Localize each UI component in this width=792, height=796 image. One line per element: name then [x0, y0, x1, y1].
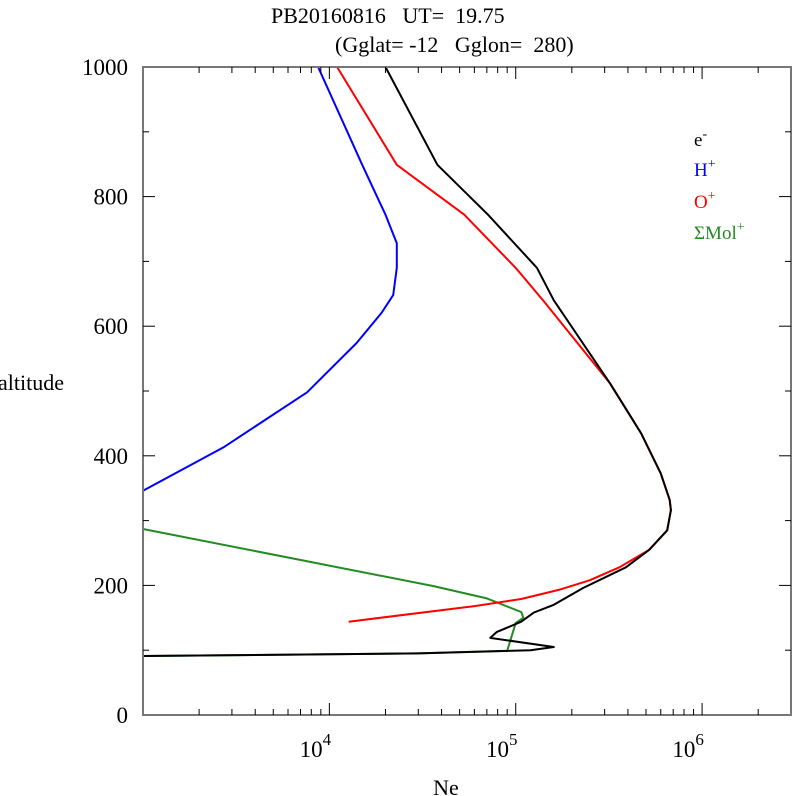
y-tick-label: 600	[94, 314, 129, 339]
series-line-e	[142, 66, 672, 657]
series-line-o	[336, 66, 672, 623]
legend-entry: ΣMol+	[694, 220, 745, 244]
x-tick-label: 106	[672, 730, 704, 762]
series-line-mol	[142, 528, 525, 657]
x-tick-labels: 104 105 106	[300, 730, 704, 762]
y-tick-label: 1000	[82, 55, 128, 80]
x-axis-label: Ne	[433, 775, 459, 796]
legend-entry: e-	[694, 127, 707, 151]
y-tick-label: 200	[94, 573, 129, 598]
y-axis-label: altitude	[0, 370, 64, 395]
series-layer	[142, 66, 672, 657]
legend: e- H+ O+ ΣMol+	[694, 127, 745, 244]
tick-layer	[143, 67, 791, 715]
legend-entry: O+	[694, 189, 716, 213]
y-tick-label: 400	[94, 444, 129, 469]
chart-subtitle: (Gglat= -12 Gglon= 280)	[335, 32, 574, 57]
x-tick-label: 104	[300, 730, 332, 762]
y-tick-label: 0	[117, 703, 129, 728]
legend-entry: H+	[694, 157, 716, 181]
chart-title: PB20160816 UT= 19.75	[271, 3, 505, 28]
y-tick-labels: 0 200 400 600 800 1000	[82, 55, 128, 728]
series-line-h	[142, 66, 398, 492]
y-tick-label: 800	[94, 185, 129, 210]
x-tick-label: 105	[486, 730, 518, 762]
